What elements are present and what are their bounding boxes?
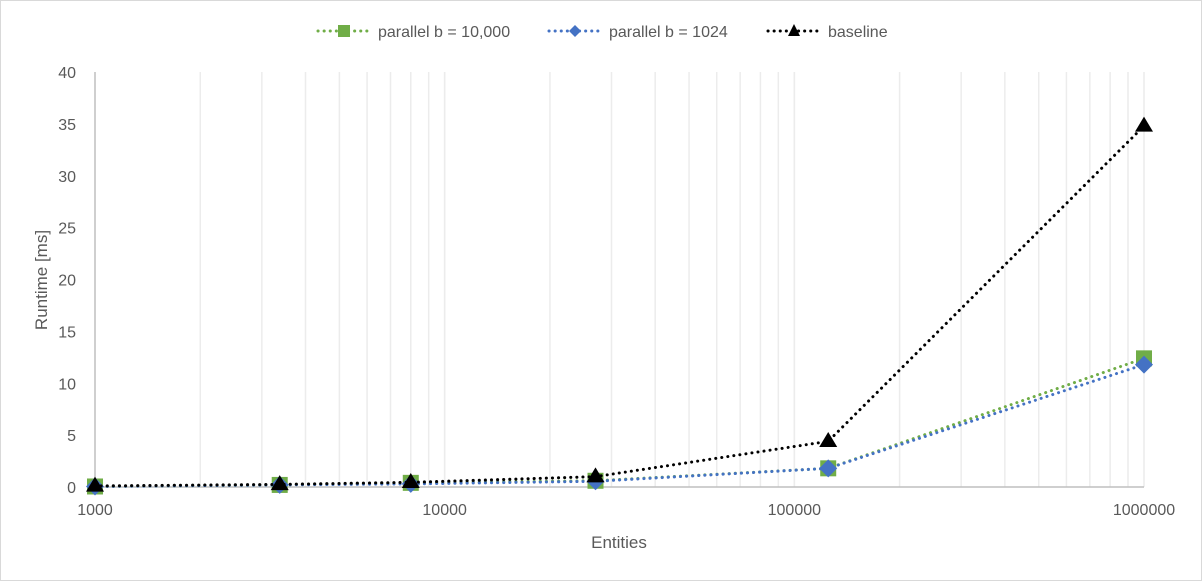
series-line	[93, 356, 1146, 488]
y-axis-title: Runtime [ms]	[32, 230, 51, 330]
square-icon	[338, 25, 350, 37]
y-tick-label: 40	[58, 65, 76, 82]
triangle-marker	[401, 473, 420, 489]
x-tick-label: 1000	[77, 502, 113, 519]
y-tick-label: 10	[58, 376, 76, 393]
triangle-marker	[1135, 116, 1153, 132]
legend: parallel b = 10,000 parallel b = 1024 base…	[316, 24, 888, 41]
legend-item: baseline	[766, 24, 888, 41]
x-axis-title: Entities	[591, 533, 647, 552]
legend-item: parallel b = 10,000	[316, 24, 510, 41]
y-tick-label: 25	[58, 221, 76, 238]
diamond-icon	[569, 25, 581, 37]
y-axis-ticks: 0 5 10 15 20 25 30 35 40	[58, 65, 76, 497]
triangle-marker	[819, 432, 838, 448]
y-tick-label: 20	[58, 273, 76, 290]
x-axis-ticks: 1000 10000 100000 1000000	[77, 502, 1175, 519]
series-triangle	[86, 116, 1153, 492]
y-tick-label: 30	[58, 169, 76, 186]
legend-label: parallel b = 1024	[609, 24, 728, 41]
triangle-icon	[788, 24, 800, 36]
diamond-marker	[819, 459, 838, 478]
x-tick-label: 10000	[422, 502, 467, 519]
x-tick-label: 100000	[768, 502, 821, 519]
axes	[94, 72, 1144, 488]
data-series	[86, 116, 1153, 496]
legend-label: parallel b = 10,000	[378, 24, 510, 41]
triangle-marker	[270, 475, 289, 491]
y-tick-label: 5	[67, 428, 76, 445]
series-line	[93, 124, 1146, 488]
gridlines	[199, 72, 1145, 487]
y-tick-label: 0	[67, 480, 76, 497]
diamond-marker	[1135, 355, 1153, 374]
triangle-marker	[86, 476, 104, 492]
series-line	[93, 363, 1146, 488]
triangle-marker	[586, 467, 605, 483]
x-tick-label: 1000000	[1113, 502, 1175, 519]
legend-label: baseline	[828, 24, 888, 41]
y-tick-label: 35	[58, 117, 76, 134]
legend-item: parallel b = 1024	[547, 24, 728, 41]
y-tick-label: 15	[58, 324, 76, 341]
